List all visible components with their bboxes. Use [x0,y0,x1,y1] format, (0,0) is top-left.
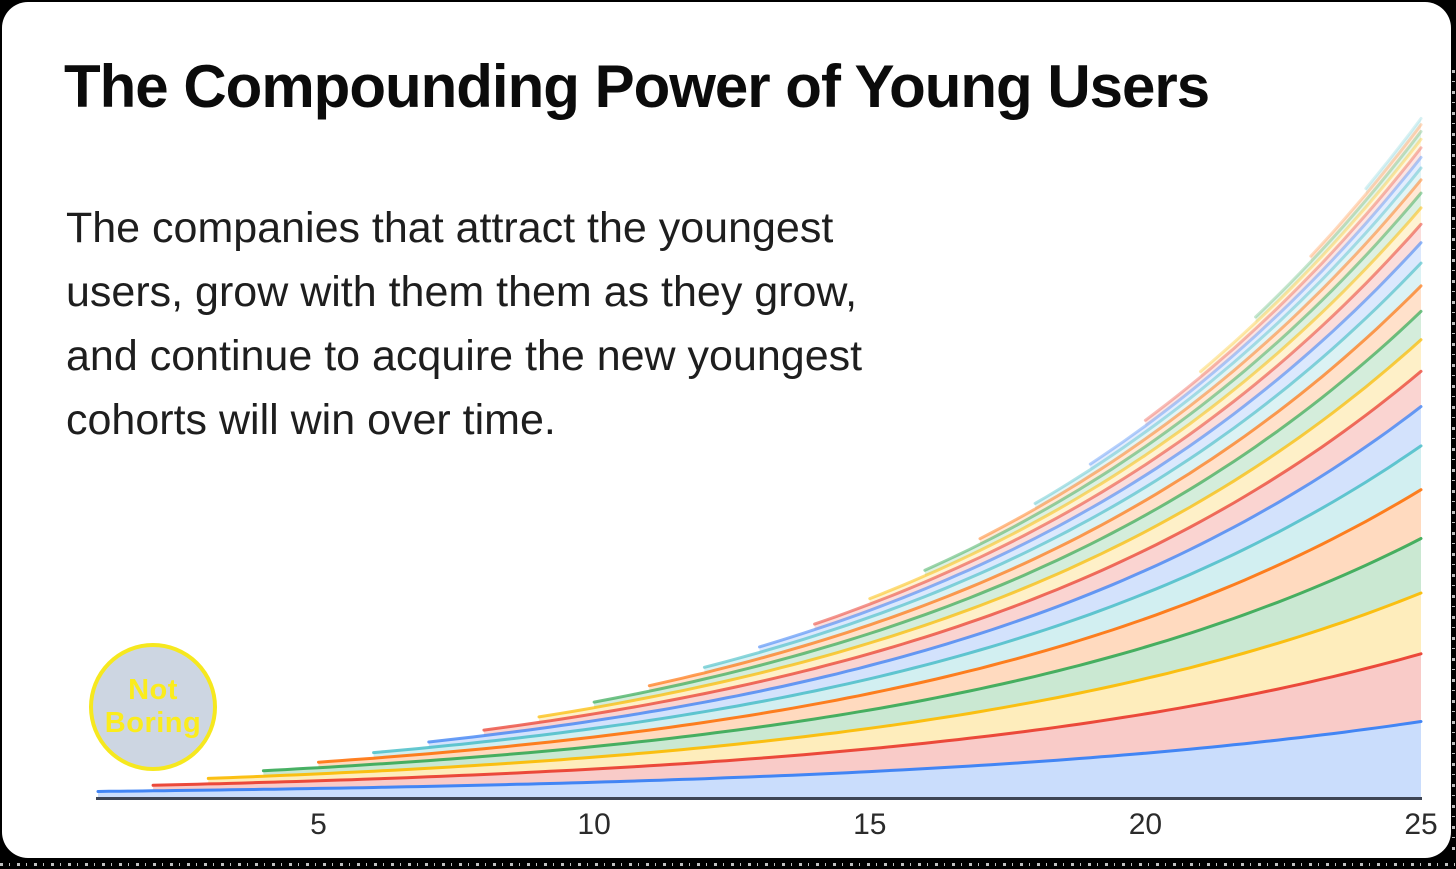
x-axis-tick-labels: 5 10 15 20 25 [0,808,1456,848]
body-line: and continue to acquire the new youngest [66,332,863,380]
cropped-micro-text-right [1452,70,1455,850]
badge-text-line: Boring [104,707,202,739]
body-line: cohorts will win over time. [66,396,556,444]
cropped-micro-text-bottom [0,863,1456,866]
body-line: users, grow with them them as they grow, [66,268,858,316]
x-tick-label: 10 [577,808,611,841]
slide-body: The companies that attract the youngest … [66,196,1166,452]
x-tick-label: 5 [310,808,327,841]
x-tick-label: 20 [1128,808,1163,841]
slide-title: The Compounding Power of Young Users [64,53,1210,120]
badge-text-line: Not [128,674,178,706]
not-boring-badge: Not Boring [89,643,217,771]
x-tick-label: 15 [853,808,887,841]
x-tick-label: 25 [1404,808,1438,841]
body-line: The companies that attract the youngest [66,204,834,252]
